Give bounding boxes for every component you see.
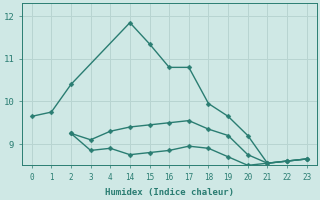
X-axis label: Humidex (Indice chaleur): Humidex (Indice chaleur) xyxy=(105,188,234,197)
